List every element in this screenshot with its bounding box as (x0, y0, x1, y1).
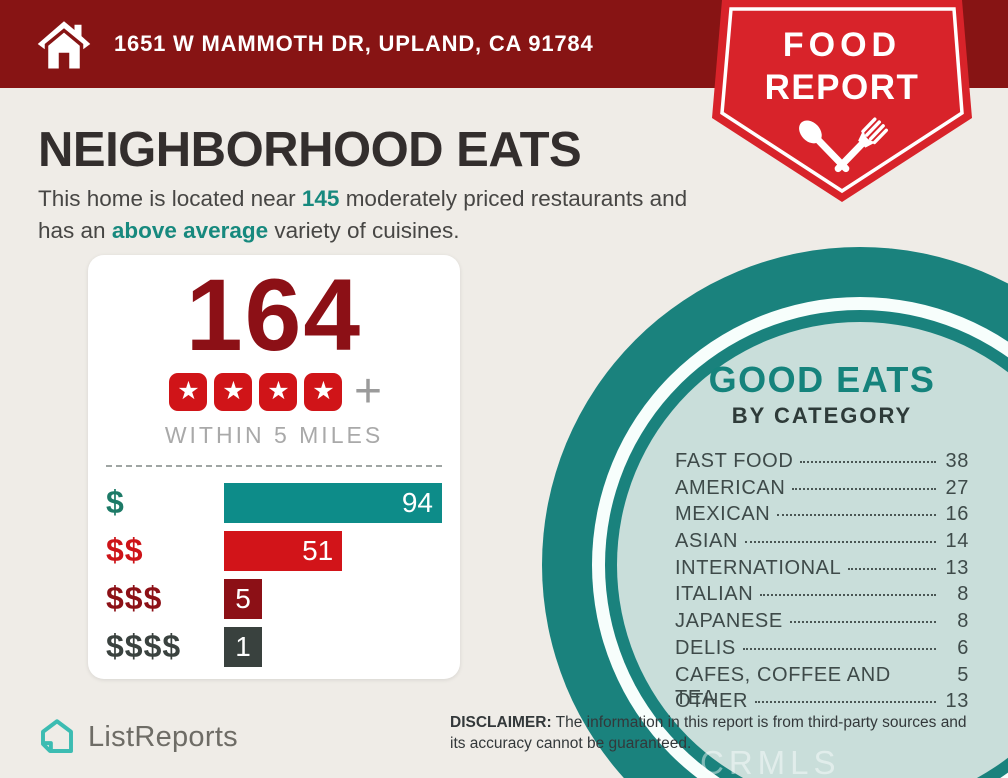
category-row: ASIAN 14 (675, 530, 969, 557)
restaurant-count: 145 (301, 186, 340, 211)
price-bar-row: $ 94 (106, 482, 442, 523)
price-tier-label: $$ (106, 532, 144, 569)
category-row: AMERICAN 27 (675, 477, 969, 504)
dotted-leader (792, 487, 936, 490)
bar-value: 94 (401, 486, 433, 518)
price-bar-row: $$$ 5 (106, 578, 442, 619)
intro-text: This home is located near 145 moderately… (38, 183, 687, 247)
category-row: MEXICAN 16 (675, 503, 969, 530)
total-restaurant-count: 164 (185, 258, 363, 372)
category-value: 13 (945, 556, 969, 579)
dotted-leader (848, 567, 936, 570)
restaurant-stats-card: 164 ★ ★ ★ ★ + WITHIN 5 MILES $ 94 $$ 51 $$$ (88, 255, 460, 679)
ribbon-title-line2: REPORT (764, 68, 920, 107)
price-tier-label: $$$ (106, 580, 163, 617)
bar-track: 51 (224, 530, 442, 571)
good-eats-title: GOOD EATS (708, 359, 936, 400)
home-icon (37, 21, 91, 69)
property-address: 1651 W MAMMOTH DR, UPLAND, CA 91784 (114, 31, 594, 56)
dotted-leader (789, 621, 936, 624)
disclaimer-label: DISCLAIMER: (450, 714, 552, 731)
category-value: 5 (957, 663, 969, 686)
category-value: 6 (957, 636, 969, 659)
food-report-ribbon: FOOD REPORT (712, 0, 972, 208)
category-label: ITALIAN (675, 583, 754, 606)
category-row: DELIS 6 (675, 637, 969, 664)
category-value: 38 (945, 450, 969, 472)
bar-fill: 94 (224, 482, 442, 523)
price-tier-bar-chart: $ 94 $$ 51 $$$ 5 $$$$ 1 (106, 482, 442, 667)
price-bar-row: $$$$ 1 (106, 626, 442, 667)
variety-highlight: above average (111, 217, 269, 243)
category-list: FAST FOOD 38 AMERICAN 27 MEXICAN 16 ASIA… (675, 450, 969, 717)
category-row: INTERNATIONAL 13 (675, 557, 969, 584)
bar-value: 51 (302, 534, 334, 566)
category-row: JAPANESE 8 (675, 610, 969, 637)
category-row: FAST FOOD 38 (675, 450, 969, 477)
disclaimer-text: DISCLAIMER: The information in this repo… (450, 714, 967, 753)
category-row: OTHER 13 (675, 690, 969, 717)
dotted-leader (800, 461, 936, 463)
bar-fill: 1 (224, 626, 262, 667)
dotted-leader (760, 594, 936, 597)
listreports-brand: ListReports (36, 716, 238, 758)
intro-line-2: has an above average variety of cuisines… (38, 217, 460, 243)
plus-icon: + (353, 364, 383, 418)
page-title: NEIGHBORHOOD EATS (38, 123, 582, 177)
good-eats-subtitle: BY CATEGORY (731, 403, 913, 428)
category-label: DELIS (675, 636, 736, 659)
category-value: 13 (945, 690, 969, 713)
category-value: 16 (945, 503, 969, 526)
radius-caption: WITHIN 5 MILES (164, 421, 384, 448)
category-row: CAFES, COFFEE AND TEA 5 (675, 663, 969, 709)
category-row: ITALIAN 8 (675, 583, 969, 610)
price-tier-label: $$$$ (106, 628, 182, 665)
category-label: INTERNATIONAL (675, 556, 842, 579)
ribbon-title-line1: FOOD (782, 26, 902, 64)
ribbon-title: FOOD REPORT (712, 26, 972, 108)
category-label: CAFES, COFFEE AND TEA (675, 663, 891, 709)
bar-fill: 5 (224, 578, 262, 619)
bar-fill: 51 (224, 530, 343, 571)
category-label: JAPANESE (675, 610, 783, 633)
category-label: AMERICAN (675, 476, 786, 499)
bar-value: 5 (235, 582, 251, 614)
intro-line-1: This home is located near 145 moderately… (38, 186, 688, 211)
star-rating-icon: ★ (214, 372, 253, 411)
bar-track: 94 (224, 482, 442, 523)
dotted-leader (777, 514, 936, 517)
crossed-utensils-icon (799, 117, 888, 173)
price-bar-row: $$ 51 (106, 530, 442, 571)
listreports-brand-name: ListReports (88, 720, 238, 753)
dashed-divider (106, 464, 442, 467)
dotted-leader (745, 541, 936, 544)
category-value: 8 (957, 610, 969, 633)
price-tier-label: $ (106, 484, 125, 521)
good-eats-content: GOOD EATS BY CATEGORY FAST FOOD 38 AMERI… (675, 359, 969, 717)
bar-track: 1 (224, 626, 442, 667)
bar-value: 1 (235, 630, 251, 662)
category-label: OTHER (675, 690, 748, 713)
good-eats-panel: GOOD EATS BY CATEGORY FAST FOOD 38 AMERI… (542, 247, 1008, 778)
star-rating-icon: ★ (304, 372, 343, 411)
star-rating-icon: ★ (259, 372, 298, 411)
dotted-leader (742, 647, 936, 650)
ribbon-shape (712, 0, 972, 202)
crmls-watermark: CRMLS (700, 744, 841, 778)
stars-row: ★ ★ ★ ★ + (106, 367, 442, 415)
category-label: ASIAN (675, 530, 739, 553)
listreports-logo-icon (41, 719, 73, 753)
dotted-leader (755, 701, 936, 704)
category-label: FAST FOOD (675, 450, 794, 472)
bar-track: 5 (224, 578, 442, 619)
category-value: 14 (945, 530, 969, 553)
category-value: 27 (945, 476, 969, 499)
category-label: MEXICAN (675, 503, 771, 526)
star-rating-icon: ★ (169, 372, 208, 411)
category-value: 8 (957, 583, 969, 606)
